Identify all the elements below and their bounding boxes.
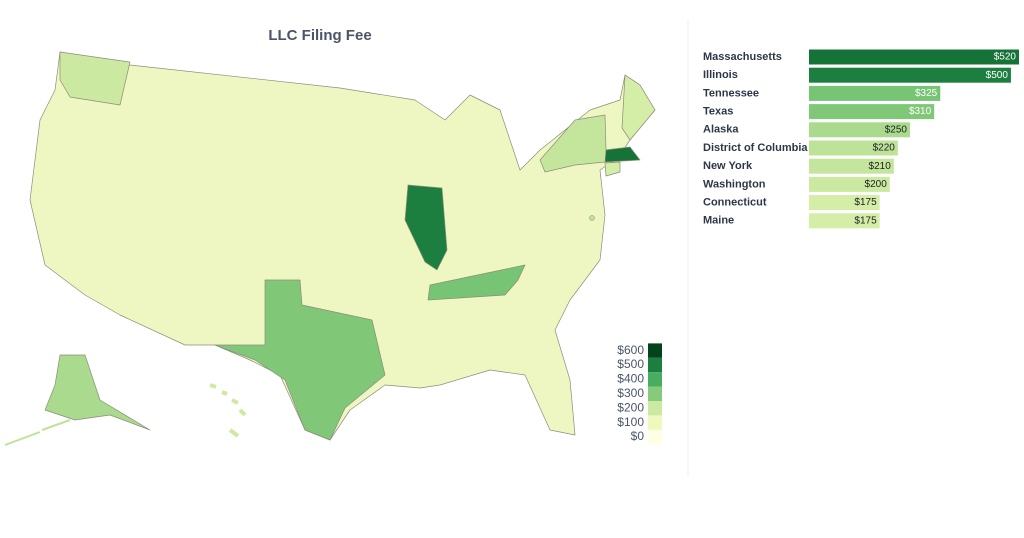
bar-value: $500 [986,70,1009,81]
state [589,215,595,221]
hawaii [209,383,247,438]
bar [809,213,880,229]
bar-value: $175 [854,215,877,226]
bar-value: $200 [865,179,888,190]
state [604,161,621,177]
legend-swatch [648,415,662,430]
state [621,74,656,141]
state [539,114,607,173]
bar-value: $175 [854,197,877,208]
bar-value: $520 [994,52,1017,63]
bar [809,176,890,192]
legend-label: $500 [617,357,644,371]
bar-label: New York [703,160,753,172]
bar-value: $210 [869,161,892,172]
map [4,51,656,446]
bar-value: $325 [915,88,938,99]
legend-swatch [648,372,662,387]
bar-label: Maine [703,215,734,227]
legend-label: $600 [617,343,644,357]
bar [809,195,880,211]
legend-swatch [648,357,662,373]
us-outline [29,51,656,441]
bar-label: Alaska [703,124,739,136]
bar-label: Tennessee [703,87,759,99]
state [44,354,151,431]
bar [809,158,894,174]
bar [809,85,941,101]
legend-label: $0 [631,429,645,443]
bar [809,67,1011,83]
legend-swatch [648,401,662,416]
bar-label: Illinois [703,69,738,81]
bar-label: Massachusetts [703,51,782,63]
bar [809,122,910,138]
state [604,146,641,163]
bar [809,104,935,120]
legend-label: $300 [617,386,644,400]
legend-swatch [648,429,662,445]
bar [809,140,898,156]
bar-value: $250 [885,124,908,135]
aleutians [4,419,71,446]
legend-label: $400 [617,372,644,386]
bar [809,49,1019,65]
chart-title: LLC Filing Fee [268,27,371,44]
bar-value: $220 [873,143,896,154]
legend-swatch [648,386,662,401]
bar-label: District of Columbia [703,142,808,154]
state [214,279,386,441]
bar-label: Washington [703,178,766,190]
legend-label: $200 [617,400,644,414]
legend-swatch [648,343,662,358]
state [404,184,448,271]
legend-label: $100 [617,415,644,429]
state [427,264,526,301]
bar-label: Texas [703,106,733,118]
bar-value: $310 [909,106,932,117]
bar-label: Connecticut [703,197,767,209]
state [59,51,131,106]
